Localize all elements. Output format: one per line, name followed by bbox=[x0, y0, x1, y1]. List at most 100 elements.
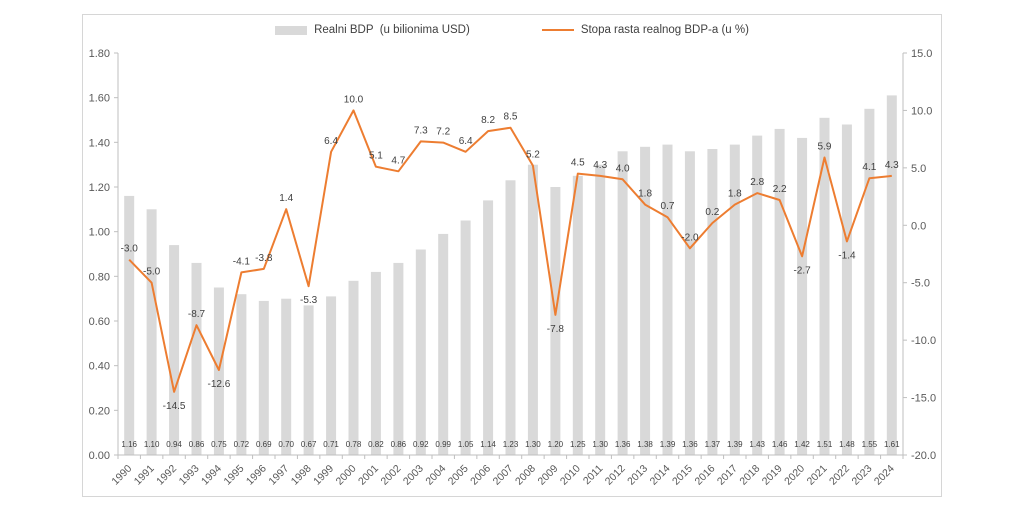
x-axis-label-2008: 2008 bbox=[513, 463, 538, 488]
line-value-label: -5.0 bbox=[143, 267, 161, 278]
x-axis-label-2018: 2018 bbox=[737, 463, 762, 488]
left-axis-tick-label: 0.40 bbox=[89, 361, 110, 373]
bar-2013 bbox=[640, 146, 651, 456]
bar-2022 bbox=[841, 124, 852, 455]
line-value-label: 6.4 bbox=[459, 136, 473, 147]
growth-rate-line bbox=[128, 109, 892, 393]
x-axis-label-1994: 1994 bbox=[199, 463, 224, 488]
bar-value-label: 1.51 bbox=[817, 440, 833, 449]
x-axis-label-2016: 2016 bbox=[692, 463, 717, 488]
x-axis-label-1992: 1992 bbox=[154, 463, 179, 488]
left-axis-tick-label: 1.80 bbox=[89, 48, 110, 60]
x-axis-label-2019: 2019 bbox=[760, 463, 785, 488]
line-value-label: -4.1 bbox=[233, 256, 251, 267]
bar-1999 bbox=[326, 296, 337, 455]
x-axis-label-1991: 1991 bbox=[132, 463, 157, 488]
bar-value-label: 0.71 bbox=[323, 440, 339, 449]
bar-value-label: 1.10 bbox=[144, 440, 160, 449]
line-value-label: 4.1 bbox=[862, 162, 876, 173]
bar-value-label: 1.39 bbox=[660, 440, 676, 449]
right-axis-tick-label: 5.0 bbox=[911, 163, 926, 175]
x-axis-label-1990: 1990 bbox=[109, 463, 134, 488]
bar-2015 bbox=[684, 151, 695, 456]
bar-1990 bbox=[124, 195, 135, 455]
line-value-label: -7.8 bbox=[547, 324, 565, 335]
bar-value-label: 1.23 bbox=[503, 440, 519, 449]
line-value-label: -8.7 bbox=[188, 309, 206, 320]
bar-value-label: 1.37 bbox=[705, 440, 721, 449]
legend-item-line-series: Stopa rasta realnog BDP-a (u %) bbox=[541, 24, 749, 36]
bar-value-label: 1.55 bbox=[862, 440, 878, 449]
line-value-label: 5.9 bbox=[818, 142, 832, 153]
right-axis-tick-label: 0.0 bbox=[911, 220, 926, 232]
bar-value-label: 0.94 bbox=[166, 440, 182, 449]
x-axis-label-2007: 2007 bbox=[491, 463, 516, 488]
x-axis-label-1996: 1996 bbox=[244, 463, 269, 488]
line-value-label: 8.5 bbox=[504, 112, 518, 123]
x-axis-label-2023: 2023 bbox=[849, 463, 874, 488]
line-value-label: 4.5 bbox=[571, 158, 585, 169]
line-value-label: 4.0 bbox=[616, 163, 630, 174]
legend: Realni BDP (u bilionima USD) Stopa rasta… bbox=[82, 20, 942, 40]
x-axis-label-2000: 2000 bbox=[334, 463, 359, 488]
bar-series-swatch-icon bbox=[275, 25, 308, 35]
bar-2023 bbox=[864, 108, 875, 456]
x-axis-label-2011: 2011 bbox=[581, 463, 606, 488]
bar-2012 bbox=[617, 151, 628, 456]
bar-2002 bbox=[393, 262, 404, 455]
bar-value-label: 1.39 bbox=[727, 440, 743, 449]
right-axis-tick-label: -15.0 bbox=[911, 393, 936, 405]
line-value-label: -1.4 bbox=[838, 250, 856, 261]
x-axis-label-1997: 1997 bbox=[266, 463, 291, 488]
x-axis-label-2002: 2002 bbox=[378, 463, 403, 488]
bar-2017 bbox=[729, 144, 740, 455]
left-axis-tick-label: 1.00 bbox=[89, 227, 110, 239]
bar-2004 bbox=[438, 233, 449, 455]
line-value-label: 7.2 bbox=[436, 127, 450, 138]
bar-value-label: 0.92 bbox=[413, 440, 429, 449]
bar-2003 bbox=[415, 249, 426, 455]
bar-value-label: 1.14 bbox=[480, 440, 496, 449]
bar-value-label: 1.43 bbox=[749, 440, 765, 449]
bar-value-label: 0.99 bbox=[435, 440, 451, 449]
line-value-label: -5.3 bbox=[300, 295, 318, 306]
x-axis-label-2024: 2024 bbox=[872, 463, 897, 488]
bar-2021 bbox=[819, 117, 830, 456]
x-axis-label-2005: 2005 bbox=[446, 463, 471, 488]
bar-value-label: 0.86 bbox=[189, 440, 205, 449]
bar-value-label: 0.78 bbox=[346, 440, 362, 449]
line-value-label: 10.0 bbox=[344, 94, 364, 105]
bar-2014 bbox=[662, 144, 673, 455]
x-axis-label-2012: 2012 bbox=[603, 463, 628, 488]
bar-2024 bbox=[886, 95, 897, 456]
bar-value-label: 1.25 bbox=[570, 440, 586, 449]
bar-value-label: 0.72 bbox=[234, 440, 250, 449]
bar-1998 bbox=[303, 305, 314, 455]
bar-2006 bbox=[483, 200, 494, 455]
line-value-label: 0.2 bbox=[705, 207, 719, 218]
line-value-label: 2.8 bbox=[750, 177, 764, 188]
line-value-label: -12.6 bbox=[208, 379, 231, 390]
bar-value-label: 1.42 bbox=[794, 440, 810, 449]
bar-2016 bbox=[707, 149, 718, 455]
bar-value-label: 1.61 bbox=[884, 440, 900, 449]
bar-value-label: 0.70 bbox=[278, 440, 294, 449]
bar-2019 bbox=[774, 128, 785, 455]
x-axis-label-2020: 2020 bbox=[782, 463, 807, 488]
right-axis-tick-label: 10.0 bbox=[911, 105, 932, 117]
bar-1993 bbox=[191, 262, 202, 455]
line-series-legend-label: Stopa rasta realnog BDP-a (u %) bbox=[580, 24, 749, 36]
left-axis-tick-label: 0.00 bbox=[89, 450, 110, 462]
bar-value-label: 1.16 bbox=[121, 440, 137, 449]
bar-value-label: 1.48 bbox=[839, 440, 855, 449]
line-value-label: 6.4 bbox=[324, 136, 338, 147]
bar-2020 bbox=[797, 137, 808, 455]
line-value-label: 4.7 bbox=[391, 155, 405, 166]
bar-2001 bbox=[370, 271, 381, 455]
bar-series-legend-label: Realni BDP (u bilionima USD) bbox=[314, 24, 470, 36]
legend-item-bar-series: Realni BDP (u bilionima USD) bbox=[275, 24, 470, 36]
x-axis-label-2017: 2017 bbox=[715, 463, 740, 488]
line-value-label: -14.5 bbox=[163, 401, 186, 412]
